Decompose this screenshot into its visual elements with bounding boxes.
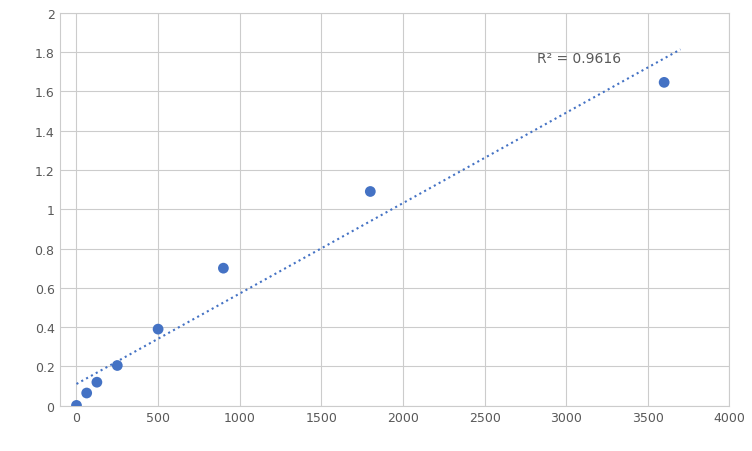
Point [91,379,103,386]
Point [71,402,83,409]
Point [152,326,164,333]
Point [364,189,376,196]
Point [217,265,229,272]
Point [80,390,92,397]
Text: R² = 0.9616: R² = 0.9616 [537,52,621,66]
Point [111,362,123,369]
Point [658,79,670,87]
